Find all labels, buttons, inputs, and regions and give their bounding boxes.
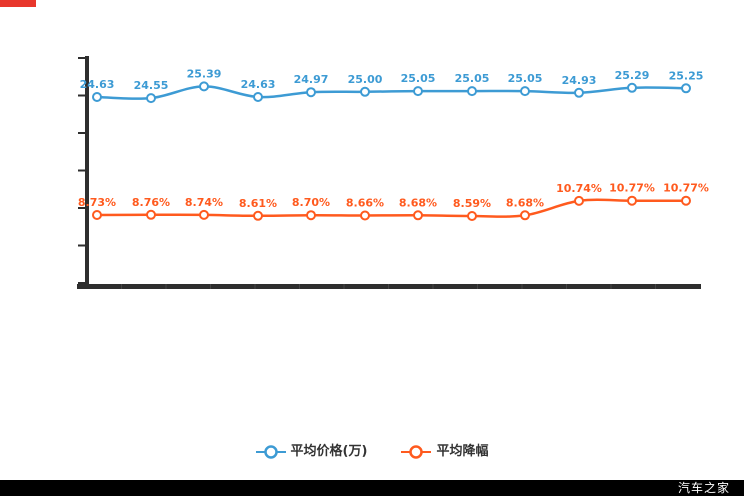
price-series-line — [96, 85, 687, 100]
price-series-label: 25.25 — [669, 69, 704, 82]
price-series-marker — [574, 87, 584, 98]
discount-series-marker — [92, 210, 102, 220]
legend-label: 平均降幅 — [436, 444, 489, 459]
price-series-label: 25.29 — [615, 69, 650, 82]
discount-series-label: 8.70% — [292, 196, 330, 209]
discount-series-marker — [520, 210, 530, 221]
discount-series-label: 8.68% — [506, 196, 544, 209]
discount-series-marker — [306, 210, 316, 221]
top-accent-bar — [0, 0, 36, 7]
watermark-text: 汽车之家 — [677, 481, 730, 495]
x-axis — [77, 284, 701, 289]
discount-series-label: 10.77% — [609, 182, 655, 195]
price-series-marker — [681, 83, 691, 94]
price-series-marker — [413, 86, 423, 97]
discount-series-label: 8.61% — [239, 197, 277, 210]
discount-series-marker — [199, 209, 209, 220]
price-series-marker — [627, 82, 637, 93]
price-series-marker — [306, 87, 316, 98]
discount-series-marker — [360, 210, 370, 221]
price-series-label: 24.55 — [134, 79, 169, 92]
discount-series-label: 10.74% — [556, 182, 602, 195]
discount-series-marker — [627, 195, 637, 206]
discount-series-label: 10.77% — [663, 182, 709, 195]
price-series-label: 24.63 — [241, 78, 276, 91]
price-series-label: 25.05 — [455, 72, 490, 85]
legend-item-average-discount[interactable]: 平均降幅 — [401, 444, 488, 460]
price-series-label: 24.93 — [562, 74, 597, 87]
price-series-marker — [360, 86, 370, 97]
discount-series-label: 8.76% — [132, 196, 170, 209]
price-series-label: 25.05 — [401, 72, 436, 85]
discount-series-label: 8.59% — [453, 197, 491, 210]
series-layer: 24.63 24.55 25.39 24.63 24.97 25.00 25.05 25.05… — [78, 67, 709, 221]
legend-marker-icon — [401, 445, 432, 459]
price-series-marker — [253, 92, 263, 102]
price-series-label: 24.97 — [294, 73, 329, 86]
discount-series-marker — [574, 195, 584, 206]
watermark-bar: 汽车之家 — [0, 480, 744, 496]
price-series-label: 25.05 — [508, 72, 543, 85]
discount-series-label: 8.73% — [78, 196, 116, 209]
y-axis — [78, 56, 89, 289]
price-series-label: 25.00 — [348, 73, 383, 86]
price-series-marker — [146, 93, 156, 104]
discount-series-label: 8.74% — [185, 196, 223, 209]
price-series-label: 24.63 — [80, 78, 115, 91]
price-series-label: 25.39 — [187, 67, 222, 80]
discount-series-marker — [253, 210, 263, 221]
price-series-marker — [467, 86, 477, 97]
discount-series-label: 8.68% — [399, 196, 437, 209]
price-series-marker — [199, 81, 209, 92]
discount-series-marker — [413, 210, 423, 221]
legend-label: 平均价格(万) — [290, 444, 368, 459]
legend-marker-icon — [255, 445, 286, 459]
discount-series-marker — [467, 211, 477, 221]
discount-series-label: 8.66% — [346, 197, 384, 210]
chart-legend: 平均价格(万) 平均降幅 — [0, 441, 744, 463]
price-series-marker — [92, 92, 102, 102]
price-series-marker — [520, 86, 530, 97]
discount-series-marker — [681, 195, 691, 206]
legend-item-average-price[interactable]: 平均价格(万) — [255, 444, 368, 460]
discount-series-marker — [146, 209, 156, 220]
